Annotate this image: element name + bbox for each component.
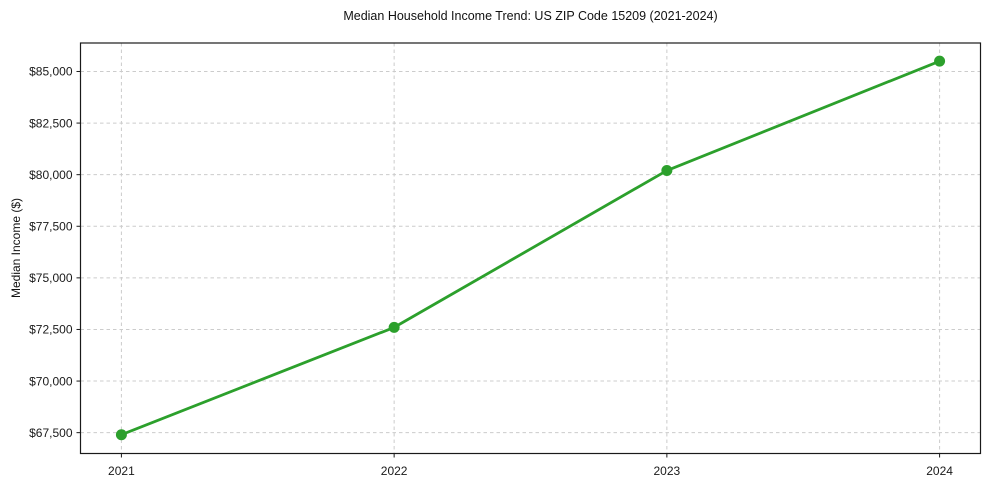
y-tick-label: $77,500 <box>29 219 73 233</box>
data-point-marker <box>115 429 127 441</box>
data-point-marker <box>934 55 946 67</box>
x-tick-label: 2024 <box>926 464 953 478</box>
data-point-marker <box>661 165 673 177</box>
x-tick-label: 2022 <box>381 464 408 478</box>
y-tick-label: $72,500 <box>29 323 73 337</box>
y-tick-label: $70,000 <box>29 374 73 388</box>
y-tick-label: $75,000 <box>29 271 73 285</box>
y-tick-label: $67,500 <box>29 426 73 440</box>
data-point-marker <box>388 321 400 333</box>
income-trend-line <box>120 59 941 437</box>
plot-frame <box>79 42 982 455</box>
y-tick-label: $80,000 <box>29 168 73 182</box>
y-tick-label: $85,000 <box>29 65 73 79</box>
chart-title: Median Household Income Trend: US ZIP Co… <box>343 9 718 23</box>
x-tick-label: 2023 <box>654 464 681 478</box>
x-tick-label: 2021 <box>108 464 135 478</box>
y-tick-label: $82,500 <box>29 116 73 130</box>
